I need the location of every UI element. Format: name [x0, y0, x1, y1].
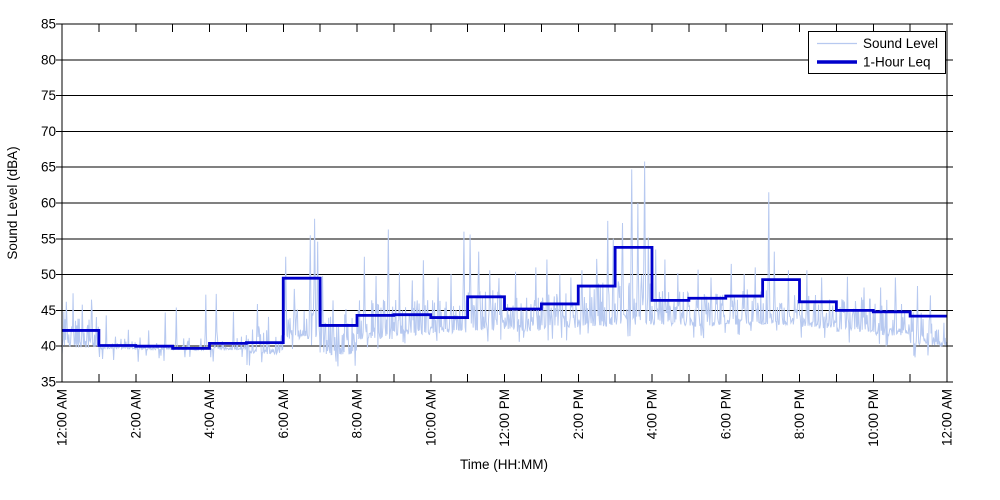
- x-tick-label-5: 10:00 AM: [423, 389, 438, 446]
- x-tick-label-11: 10:00 PM: [866, 389, 881, 447]
- y-tick-label-80: 80: [41, 52, 56, 67]
- x-tick-label-7: 2:00 PM: [571, 389, 586, 439]
- data-series: [62, 161, 947, 367]
- x-tick-label-8: 4:00 PM: [645, 389, 660, 439]
- x-tick-label-1: 2:00 AM: [128, 389, 143, 439]
- y-tick-label-70: 70: [41, 124, 56, 139]
- series-sound-level: [62, 161, 947, 367]
- y-tick-label-60: 60: [41, 196, 56, 211]
- legend: Sound Level 1-Hour Leq: [808, 31, 946, 74]
- x-tick-label-6: 12:00 PM: [497, 389, 512, 447]
- y-tick-label-35: 35: [41, 375, 56, 390]
- x-tick-label-10: 8:00 PM: [792, 389, 807, 439]
- y-tick-label-85: 85: [41, 17, 56, 32]
- x-tick-label-2: 4:00 AM: [202, 389, 217, 439]
- x-tick-label-9: 6:00 PM: [718, 389, 733, 439]
- x-axis-title: Time (HH:MM): [460, 457, 548, 472]
- tick-labels: 35 40 45 50 55 60 65 70 75 80 85 12:00 AM 2:00 AM 4:0…: [41, 17, 955, 447]
- x-tick-label-0: 12:00 AM: [55, 389, 70, 446]
- x-tick-label-3: 6:00 AM: [276, 389, 291, 439]
- y-tick-label-65: 65: [41, 160, 56, 175]
- series-1-hour-leq: [62, 245, 947, 350]
- x-tick-label-4: 8:00 AM: [350, 389, 365, 439]
- y-tick-label-40: 40: [41, 339, 56, 354]
- y-axis-title: Sound Level (dBA): [5, 146, 20, 259]
- y-tick-label-50: 50: [41, 267, 56, 282]
- legend-label-sound-level: Sound Level: [863, 36, 938, 51]
- y-tick-label-55: 55: [41, 231, 56, 246]
- legend-box: [808, 31, 946, 74]
- y-tick-label-45: 45: [41, 303, 56, 318]
- axes-frame: [56, 23, 953, 383]
- y-tick-label-75: 75: [41, 88, 56, 103]
- legend-label-1-hour-leq: 1-Hour Leq: [863, 55, 931, 70]
- x-tick-label-12: 12:00 AM: [940, 389, 955, 446]
- gridlines: [62, 59, 947, 347]
